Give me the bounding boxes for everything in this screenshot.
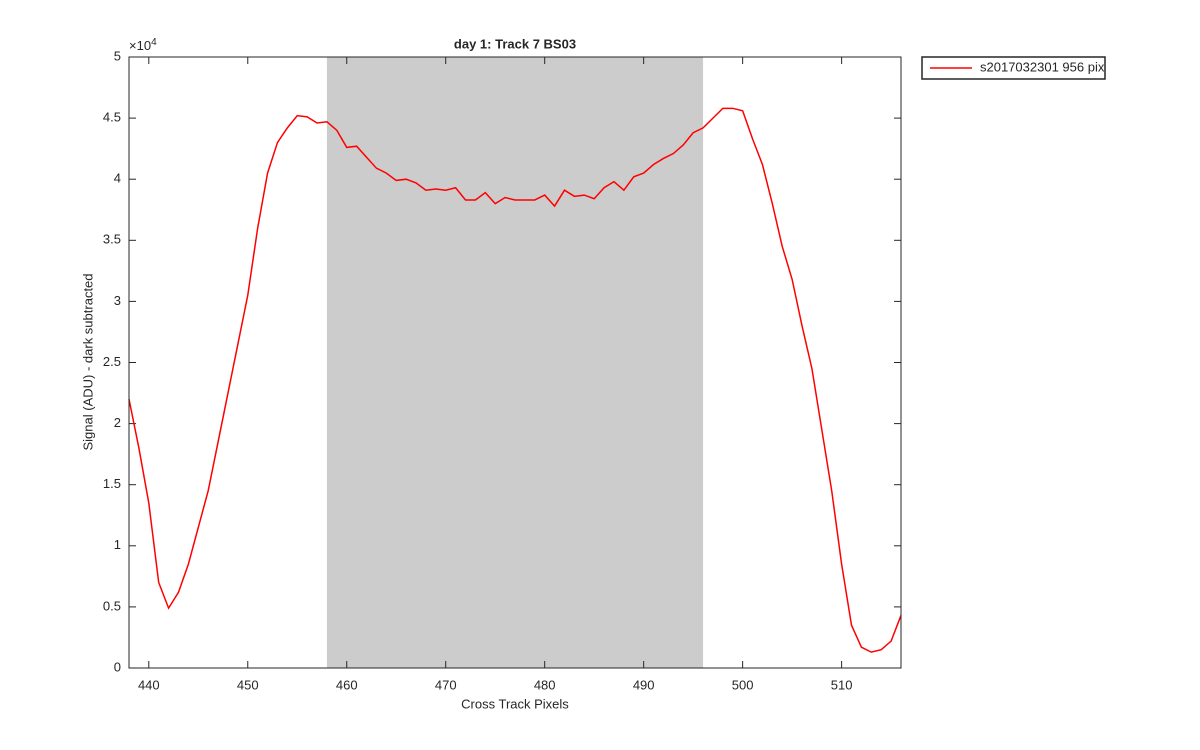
y-tick-label: 4	[114, 171, 121, 186]
y-tick-label: 3	[114, 293, 121, 308]
axes-box	[128, 56, 902, 669]
y-axis-label: Signal (ADU) - dark subtracted	[80, 273, 95, 450]
x-tick-label: 450	[237, 677, 259, 692]
y-tick-label: 2.5	[103, 354, 121, 369]
x-tick-label: 470	[435, 677, 457, 692]
shaded-region	[326, 57, 704, 668]
y-tick-label: 1.5	[103, 476, 121, 491]
y-exponent: ×104	[129, 37, 157, 54]
y-tick-label: 2	[114, 415, 121, 430]
x-tick-label: 500	[732, 677, 754, 692]
y-tick-label: 5	[114, 48, 121, 63]
y-exponent-base: ×10	[129, 38, 151, 53]
y-tick-label: 4.5	[103, 110, 121, 125]
y-tick-label: 1	[114, 537, 121, 552]
legend-box	[921, 56, 1106, 80]
legend-label: s2017032301 956 pix	[980, 59, 1105, 74]
x-tick-label: 510	[831, 677, 853, 692]
x-tick-label: 490	[633, 677, 655, 692]
x-tick-label: 460	[336, 677, 358, 692]
x-tick-label: 440	[138, 677, 160, 692]
legend: s2017032301 956 pix	[921, 56, 1106, 80]
x-tick-label: 480	[534, 677, 556, 692]
y-exponent-power: 4	[151, 37, 157, 48]
y-tick-label: 3.5	[103, 232, 121, 247]
x-axis-label: Cross Track Pixels	[461, 696, 569, 711]
chart-title: day 1: Track 7 BS03	[454, 36, 576, 51]
y-tick-label: 0.5	[103, 598, 121, 613]
y-tick-label: 0	[114, 659, 121, 674]
data-line	[128, 107, 902, 653]
